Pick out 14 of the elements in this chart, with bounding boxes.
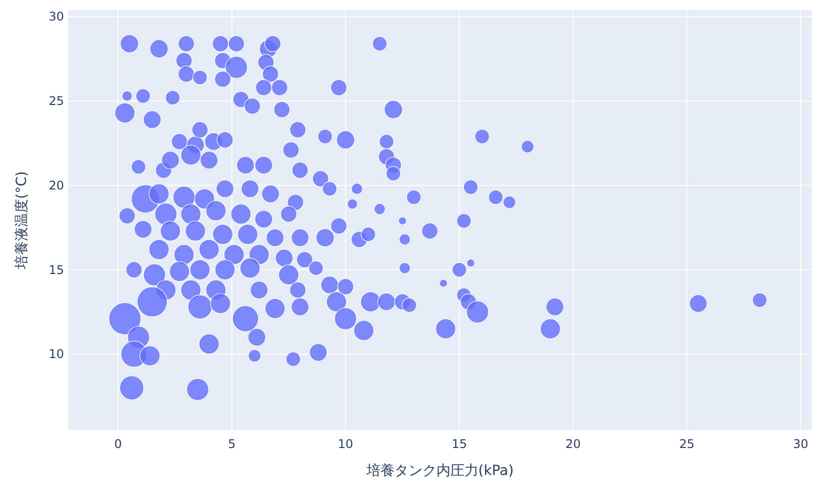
x-tick-label: 30 [792,437,808,451]
x-axis-title: 培養タンク内圧力(kPa) [365,463,514,479]
y-tick-label: 10 [48,347,64,362]
x-tick-label: 0 [114,437,122,451]
y-tick-label: 15 [48,262,64,277]
x-tick-label: 20 [565,437,581,451]
x-tick-label: 25 [679,437,695,451]
y-tick-label: 30 [48,10,64,24]
x-tick-label: 5 [228,437,236,451]
x-tick-label: 10 [338,437,354,451]
x-tick-label: 15 [452,437,467,451]
y-tick-label: 20 [48,178,64,192]
y-tick-label: 25 [48,94,64,108]
y-axis-title: 培養液温度(°C) [14,171,30,270]
